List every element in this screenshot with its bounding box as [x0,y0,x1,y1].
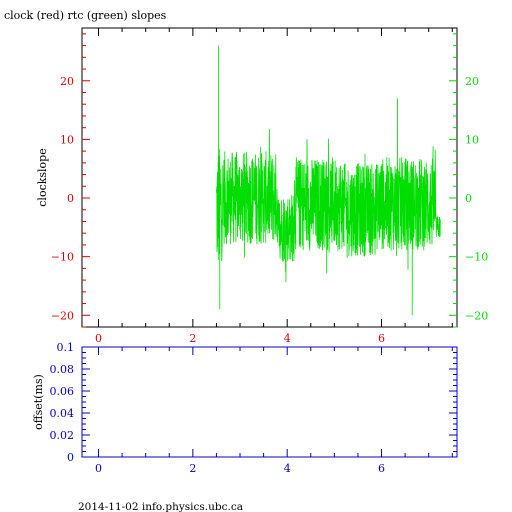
top-x-tick-label: 2 [189,332,196,345]
bottom-plot-frame [81,346,458,458]
bottom-y-tick-label: 0.04 [50,407,75,420]
bottom-y-tick-label: 0.02 [50,429,75,442]
bottom-y-axis-label: offset(ms) [32,374,45,430]
chart-footer: 2014-11-02 info.physics.ubc.ca [78,501,243,512]
top-y-tick-label-left: −20 [51,309,74,322]
bottom-x-tick-label: 2 [189,462,196,475]
top-x-tick-label: 0 [95,332,102,345]
top-y-tick-label-right: 0 [465,192,472,205]
top-y-tick-label-left: 10 [60,133,74,146]
chart-title: clock (red) rtc (green) slopes [4,9,167,22]
bottom-y-tick-label: 0.1 [57,341,75,354]
top-y-axis-label: clockslope [36,148,49,206]
top-y-tick-label-right: −10 [465,251,488,264]
bottom-x-tick-label: 0 [95,462,102,475]
bottom-x-tick-label: 4 [284,462,291,475]
bottom-y-tick-label: 0.06 [50,385,75,398]
bottom-x-tick-label: 6 [378,462,385,475]
top-plot-frame [81,27,458,328]
top-y-tick-label-left: −10 [51,251,74,264]
top-y-tick-label-left: 0 [67,192,74,205]
top-x-tick-label: 4 [284,332,291,345]
top-y-tick-label-left: 20 [60,75,74,88]
top-y-tick-label-right: 20 [465,75,479,88]
top-y-tick-label-right: −20 [465,309,488,322]
top-panel: 0 2 4 6 −20 −10 0 10 20 −20 −10 0 10 20 clockslope [36,27,488,345]
bottom-y-tick-label: 0 [67,451,74,464]
bottom-y-tick-label: 0.08 [50,363,75,376]
series-line-green [216,45,441,316]
bottom-panel: 0 2 4 6 0 0.02 0.04 0.06 0.08 0.1 offset(ms) [32,341,458,475]
top-x-tick-label: 6 [378,332,385,345]
top-y-tick-label-right: 10 [465,133,479,146]
